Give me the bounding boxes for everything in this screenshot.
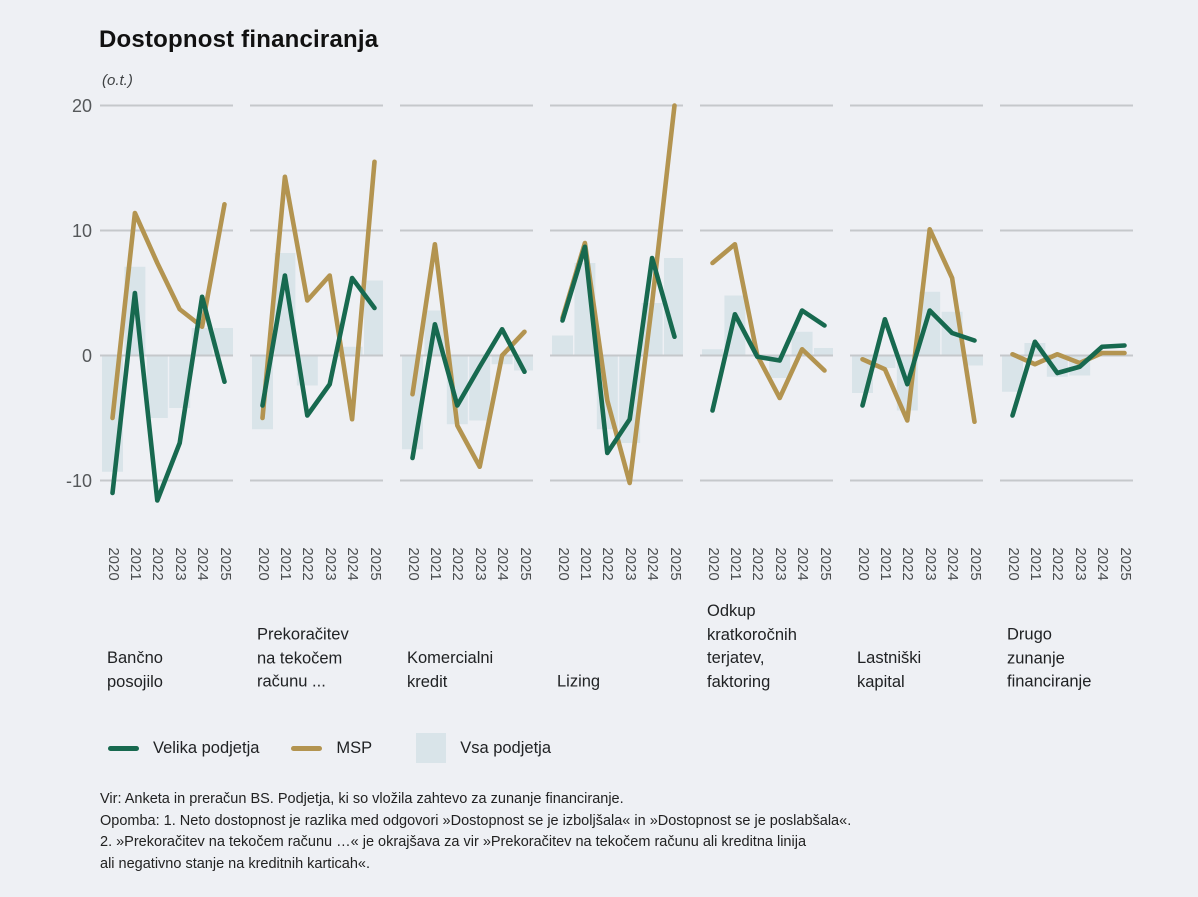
x-tick-year: 2020 bbox=[1004, 547, 1022, 581]
x-tick-year: 2025 bbox=[666, 547, 684, 581]
x-tick-year: 2023 bbox=[621, 547, 639, 581]
chart-title: Dostopnost financiranja bbox=[99, 26, 379, 53]
category-label: Lastniški kapital bbox=[857, 649, 922, 691]
x-tick-year: 2021 bbox=[876, 547, 894, 581]
x-tick-year: 2020 bbox=[254, 547, 272, 581]
y-tick-10: 10 bbox=[71, 220, 92, 241]
x-tick-year: 2024 bbox=[944, 547, 962, 581]
vsa-podjetja-bar bbox=[919, 291, 941, 356]
panel-3-chart bbox=[400, 104, 533, 482]
msp-line-swatch bbox=[291, 745, 323, 751]
x-tick-year: 2020 bbox=[854, 547, 872, 581]
x-tick-year: 2023 bbox=[471, 547, 489, 581]
y-axis-tick-labels: 20 10 0 -10 bbox=[28, 0, 92, 600]
x-tick-year: 2024 bbox=[794, 547, 812, 581]
x-tick-year: 2022 bbox=[749, 547, 767, 581]
panel-1-chart bbox=[100, 104, 233, 503]
msp-line bbox=[260, 159, 377, 422]
chart-panels bbox=[100, 100, 1133, 515]
x-tick-year: 2023 bbox=[321, 547, 339, 581]
category-label: Prekoračitev na tekočem računu ... bbox=[257, 625, 349, 691]
x-tick-year: 2024 bbox=[194, 547, 212, 581]
msp-line bbox=[710, 241, 827, 401]
category-label: Lizing bbox=[557, 672, 601, 691]
x-tick-year: 2021 bbox=[576, 547, 594, 581]
x-tick-year: 2023 bbox=[921, 547, 939, 581]
msp-line bbox=[860, 226, 977, 425]
x-tick-year: 2025 bbox=[216, 547, 234, 581]
legend-label-velika-podjetja: Velika podjetja bbox=[153, 738, 260, 757]
velika-podjetja-line-swatch bbox=[108, 745, 139, 751]
x-tick-year: 2025 bbox=[816, 547, 834, 581]
panel-7-chart bbox=[1000, 104, 1133, 482]
vsa-podjetja-bar bbox=[791, 331, 813, 356]
x-tick-year: 2024 bbox=[1094, 547, 1112, 581]
msp-line bbox=[410, 241, 527, 470]
vsa-podjetja-bar bbox=[552, 335, 573, 356]
panel-5-chart bbox=[700, 104, 833, 482]
x-tick-year: 2024 bbox=[494, 547, 512, 581]
vsa-podjetja-bar bbox=[814, 348, 833, 356]
x-tick-year: 2025 bbox=[366, 547, 384, 581]
x-tick-year: 2022 bbox=[149, 547, 167, 581]
velika-podjetja-line bbox=[410, 321, 527, 461]
vsa-podjetja-bar bbox=[274, 253, 296, 356]
x-tick-year: 2025 bbox=[516, 547, 534, 581]
velika-podjetja-line bbox=[860, 308, 977, 408]
velika-podjetja-line bbox=[1010, 339, 1127, 418]
x-tick-year: 2023 bbox=[1071, 547, 1089, 581]
x-tick-year: 2022 bbox=[899, 547, 917, 581]
x-tick-year: 2021 bbox=[1026, 547, 1044, 581]
category-label: Odkup kratkoročnih terjatev, faktoring bbox=[707, 602, 797, 691]
x-tick-year: 2022 bbox=[599, 547, 617, 581]
x-tick-year: 2022 bbox=[449, 547, 467, 581]
velika-podjetja-line bbox=[560, 244, 677, 456]
x-tick-year: 2025 bbox=[966, 547, 984, 581]
x-tick-year: 2021 bbox=[276, 547, 294, 581]
y-tick--10: -10 bbox=[65, 470, 92, 491]
x-tick-year: 2022 bbox=[299, 547, 317, 581]
vsa-podjetja-bar bbox=[702, 349, 723, 356]
source-and-notes: Vir: Anketa in preračun BS. Podjetja, ki… bbox=[100, 791, 852, 872]
panel-2-chart bbox=[250, 104, 383, 482]
category-label: Komercialni kredit bbox=[407, 649, 494, 691]
vsa-podjetja-bar bbox=[214, 328, 233, 356]
legend: Velika podjetja MSP Vsa podjetja bbox=[108, 731, 551, 765]
x-tick-year: 2020 bbox=[554, 547, 572, 581]
velika-podjetja-line bbox=[260, 273, 377, 418]
vsa-podjetja-bar bbox=[964, 355, 983, 366]
vsa-podjetja-bar bbox=[341, 346, 363, 356]
x-tick-year: 2022 bbox=[1049, 547, 1067, 581]
category-label: Drugo zunanje financiranje bbox=[1007, 625, 1092, 691]
legend-label-vsa-podjetja: Vsa podjetja bbox=[460, 738, 552, 757]
x-tick-year: 2023 bbox=[171, 547, 189, 581]
x-tick-year: 2021 bbox=[726, 547, 744, 581]
vsa-podjetja-bar bbox=[146, 355, 168, 418]
vsa-podjetja-bar bbox=[1002, 355, 1023, 392]
x-tick-year: 2021 bbox=[126, 547, 144, 581]
vsa-podjetja-bar bbox=[364, 280, 383, 356]
x-tick-year: 2021 bbox=[426, 547, 444, 581]
vsa-podjetja-bar-swatch bbox=[416, 733, 447, 763]
panel-6-chart bbox=[850, 104, 983, 482]
x-tick-year: 2020 bbox=[104, 547, 122, 581]
x-tick-year: 2024 bbox=[644, 547, 662, 581]
msp-line bbox=[1010, 350, 1127, 367]
panel-4-chart bbox=[550, 103, 683, 486]
x-tick-year: 2020 bbox=[704, 547, 722, 581]
velika-podjetja-line bbox=[110, 290, 227, 503]
x-tick-year: 2020 bbox=[404, 547, 422, 581]
x-tick-year: 2025 bbox=[1116, 547, 1134, 581]
legend-label-msp: MSP bbox=[336, 738, 373, 757]
y-axis-unit-label: (o.t.) bbox=[102, 72, 133, 89]
x-tick-year: 2023 bbox=[771, 547, 789, 581]
vsa-podjetja-bar bbox=[664, 258, 683, 356]
x-tick-year: 2024 bbox=[344, 547, 362, 581]
y-tick-20: 20 bbox=[71, 95, 92, 116]
y-tick-0: 0 bbox=[81, 345, 92, 366]
category-label: Bančno posojilo bbox=[107, 649, 163, 691]
velika-podjetja-line bbox=[710, 308, 827, 413]
